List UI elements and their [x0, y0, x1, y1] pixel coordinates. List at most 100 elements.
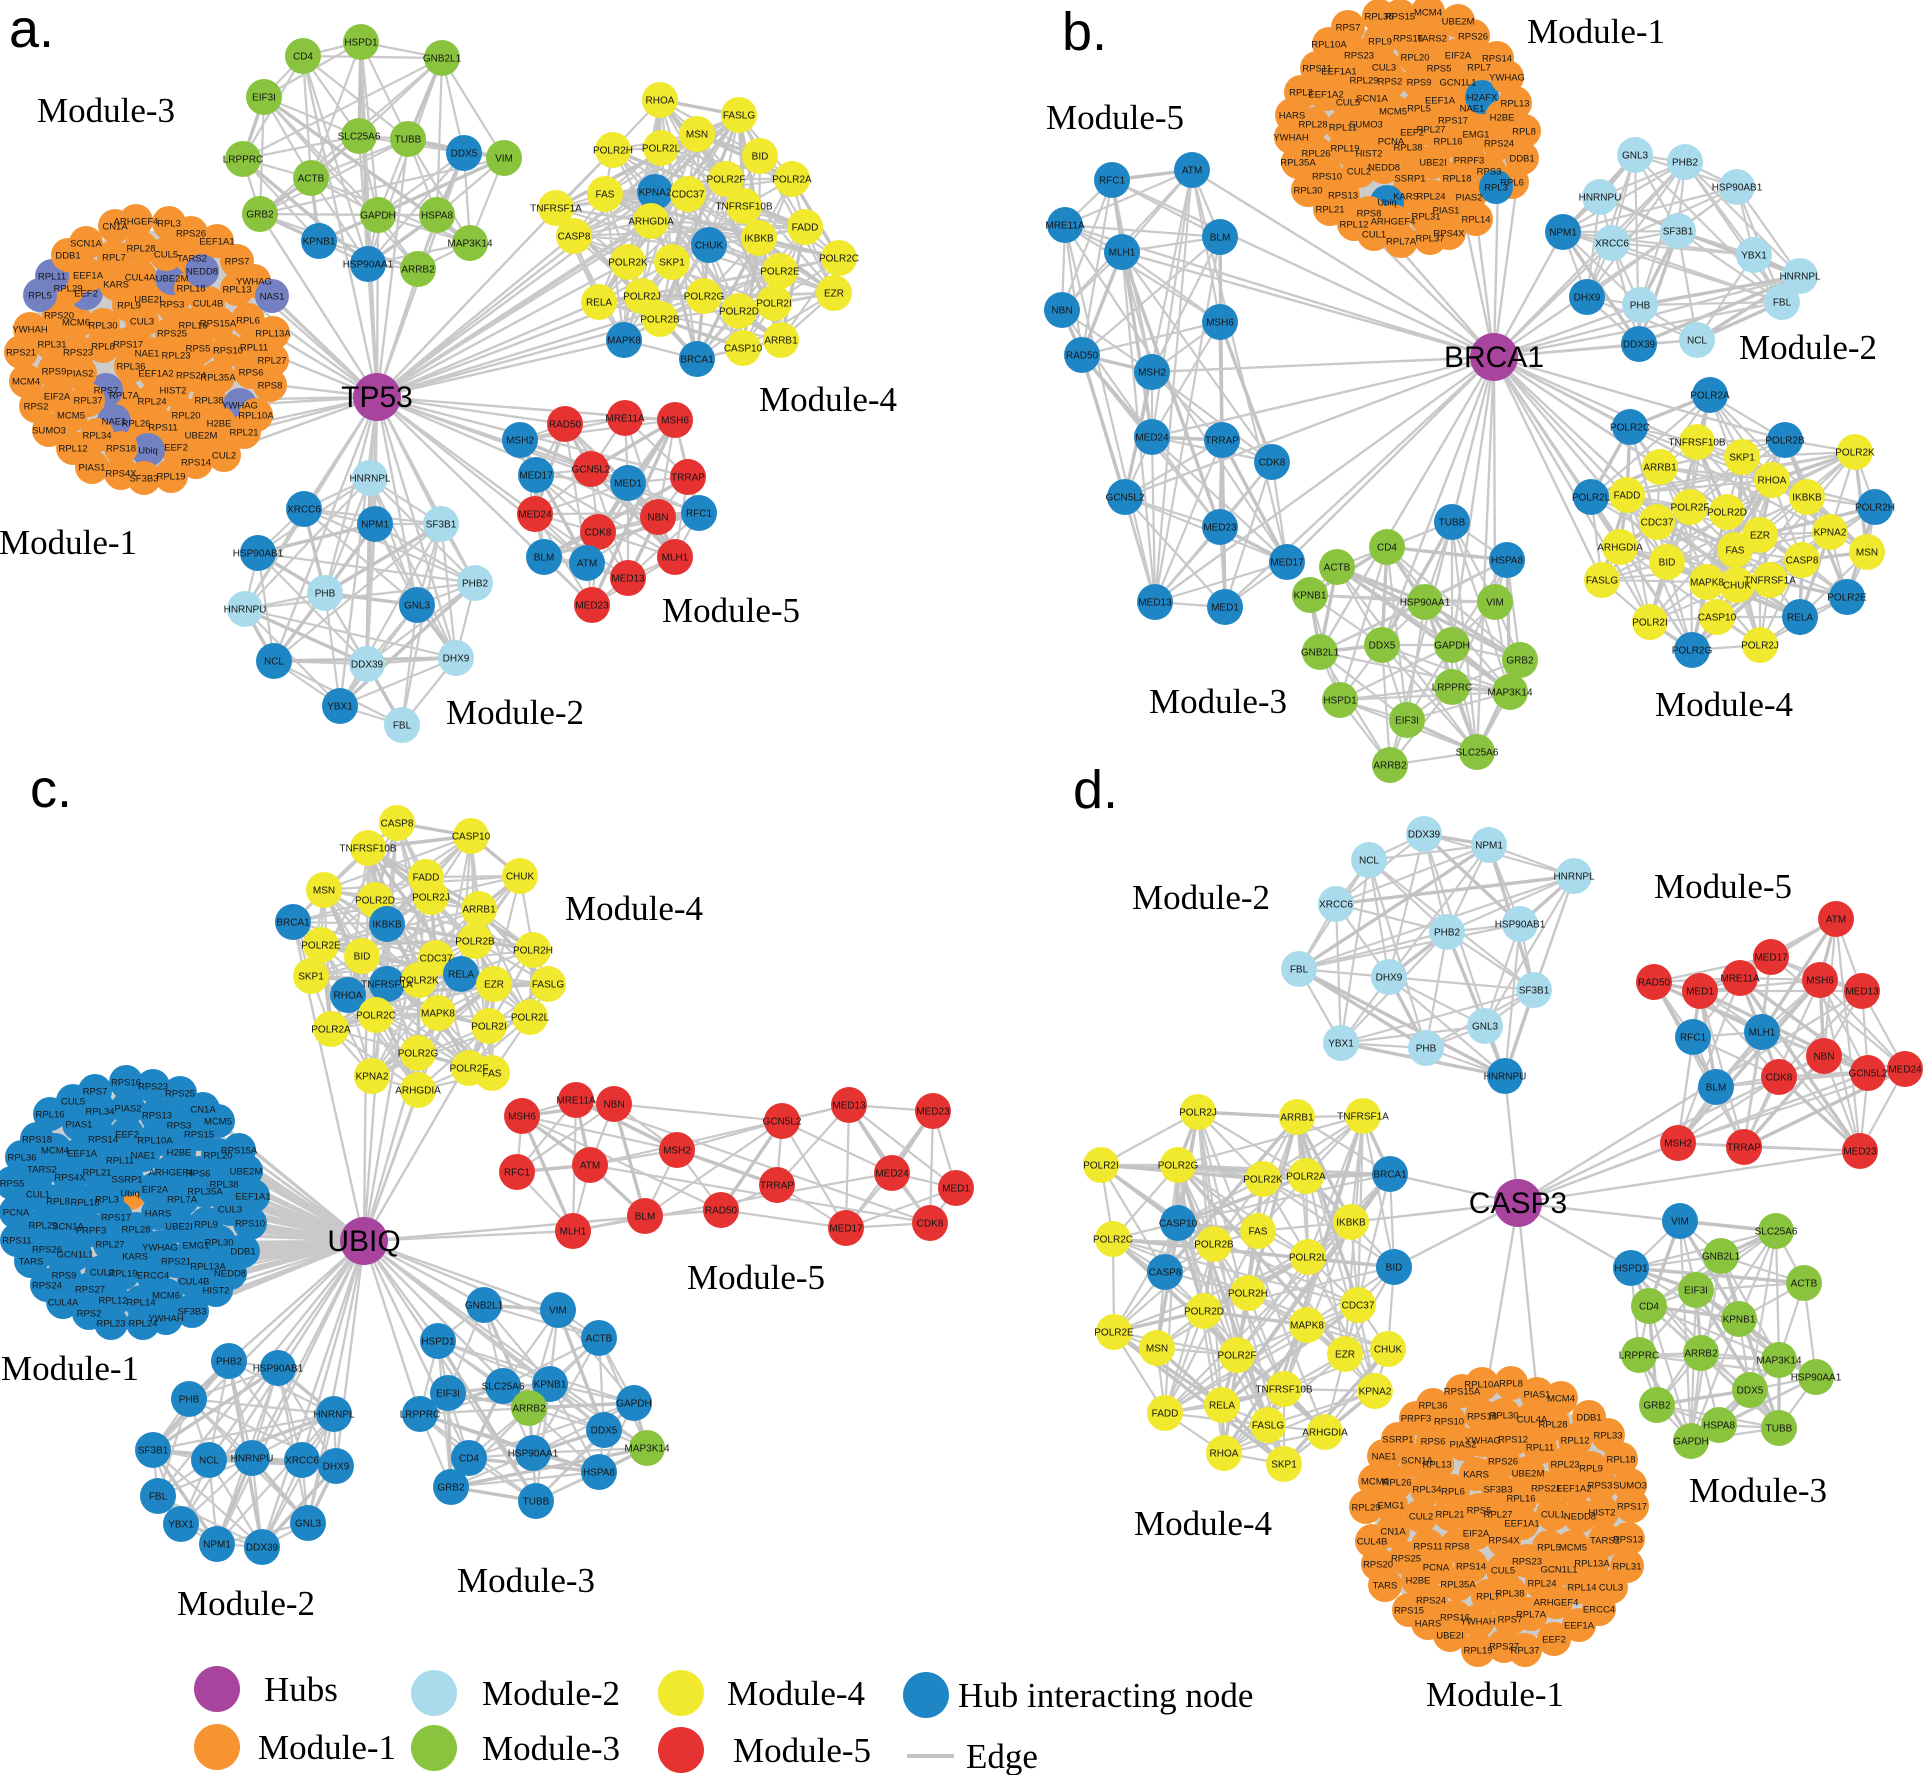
svg-text:IKBKB: IKBKB: [744, 234, 774, 245]
svg-text:POLR2K: POLR2K: [608, 258, 648, 269]
svg-text:RPL13A: RPL13A: [190, 1262, 226, 1273]
svg-text:RPL12: RPL12: [98, 1296, 127, 1307]
svg-text:ATM: ATM: [1826, 915, 1846, 926]
svg-text:RPL7A: RPL7A: [109, 391, 140, 402]
svg-text:GCN5L2: GCN5L2: [1849, 1069, 1888, 1080]
svg-text:CN1A: CN1A: [1380, 1527, 1406, 1538]
svg-text:POLR2E: POLR2E: [760, 267, 800, 278]
svg-text:IKBKB: IKBKB: [1336, 1218, 1366, 1229]
svg-text:UBE2I: UBE2I: [134, 295, 161, 306]
svg-text:RPL6: RPL6: [236, 316, 260, 327]
svg-text:Hub interacting node: Hub interacting node: [958, 1676, 1253, 1715]
svg-text:ATM: ATM: [1182, 166, 1202, 177]
svg-text:UBE2M: UBE2M: [185, 431, 218, 442]
svg-text:TUBB: TUBB: [523, 1497, 550, 1508]
svg-text:MSN: MSN: [313, 886, 335, 897]
svg-text:RPS8: RPS8: [1357, 209, 1382, 220]
svg-text:YBX1: YBX1: [1328, 1039, 1354, 1050]
svg-text:MRE11A: MRE11A: [1720, 974, 1760, 985]
svg-text:RPL8: RPL8: [1499, 1379, 1523, 1390]
svg-text:UBIQ: UBIQ: [327, 1225, 400, 1258]
svg-text:RPL18: RPL18: [70, 1198, 99, 1209]
svg-text:RPL16: RPL16: [35, 1110, 64, 1121]
svg-text:YWHAG: YWHAG: [1465, 1436, 1501, 1447]
svg-text:H2BE: H2BE: [1490, 113, 1515, 124]
svg-text:MLH1: MLH1: [1749, 1028, 1776, 1039]
svg-text:EEF1A: EEF1A: [73, 271, 104, 282]
svg-text:YWHAH: YWHAH: [1273, 133, 1309, 144]
svg-text:CUL5: CUL5: [1336, 98, 1360, 109]
svg-text:GRB2: GRB2: [246, 210, 274, 221]
svg-text:MED23: MED23: [916, 1107, 950, 1118]
svg-text:MCM4: MCM4: [1414, 8, 1442, 19]
svg-text:LRPPRC: LRPPRC: [1619, 1351, 1660, 1362]
svg-text:RPS13: RPS13: [142, 1111, 172, 1122]
svg-text:POLR2I: POLR2I: [1083, 1161, 1119, 1172]
svg-text:ATM: ATM: [580, 1161, 600, 1172]
svg-text:ARHGEF4: ARHGEF4: [1371, 217, 1416, 228]
svg-text:RPL6: RPL6: [1441, 1487, 1465, 1498]
svg-text:CUL3: CUL3: [1599, 1583, 1623, 1594]
svg-text:FBL: FBL: [149, 1492, 168, 1503]
svg-text:c.: c.: [30, 759, 72, 819]
svg-text:RFC1: RFC1: [504, 1168, 531, 1179]
svg-text:RPL30: RPL30: [88, 321, 117, 332]
svg-text:RPS17: RPS17: [113, 340, 143, 351]
svg-text:RPS2: RPS2: [77, 1309, 102, 1320]
svg-text:RPS20: RPS20: [44, 311, 74, 322]
svg-text:RPL27: RPL27: [257, 356, 286, 367]
svg-text:MED13: MED13: [1845, 987, 1879, 998]
svg-text:BLM: BLM: [534, 553, 555, 564]
svg-text:MLH1: MLH1: [662, 553, 689, 564]
svg-text:POLR2A: POLR2A: [1690, 391, 1730, 402]
svg-text:SF3B1: SF3B1: [426, 520, 457, 531]
svg-text:NBN: NBN: [603, 1100, 624, 1111]
svg-text:CUL4A: CUL4A: [1517, 1415, 1548, 1426]
svg-text:RPS4X: RPS4X: [54, 1173, 86, 1184]
svg-text:SSRP1: SSRP1: [1382, 1435, 1413, 1446]
svg-text:CD4: CD4: [459, 1454, 479, 1465]
svg-text:RELA: RELA: [1209, 1401, 1235, 1412]
svg-text:HIST2: HIST2: [1356, 149, 1383, 160]
svg-text:FASLG: FASLG: [532, 980, 564, 991]
svg-text:SUMO3: SUMO3: [1349, 120, 1383, 131]
svg-text:RPS23: RPS23: [63, 348, 93, 359]
svg-text:HSP90AA1: HSP90AA1: [343, 260, 394, 271]
svg-text:a.: a.: [9, 0, 54, 59]
svg-text:RPL18: RPL18: [1442, 174, 1471, 185]
svg-text:POLR2F: POLR2F: [450, 1064, 489, 1075]
svg-text:GRB2: GRB2: [1506, 656, 1534, 667]
svg-text:RPL37: RPL37: [73, 396, 102, 407]
svg-text:NAE1: NAE1: [135, 349, 160, 360]
svg-text:KPNA2: KPNA2: [1359, 1387, 1392, 1398]
svg-text:KPNB1: KPNB1: [303, 237, 336, 248]
svg-text:RPL5: RPL5: [1407, 104, 1431, 115]
svg-text:RAD50: RAD50: [705, 1206, 738, 1217]
svg-text:RPL16: RPL16: [178, 321, 207, 332]
svg-text:Module-5: Module-5: [687, 1258, 825, 1297]
svg-text:MED24: MED24: [518, 510, 552, 521]
svg-text:RAD50: RAD50: [1066, 351, 1099, 362]
svg-text:RPS7: RPS7: [1498, 1615, 1523, 1626]
svg-text:MED13: MED13: [832, 1101, 866, 1112]
svg-text:POLR2L: POLR2L: [1289, 1253, 1328, 1264]
svg-text:MSN: MSN: [1146, 1344, 1168, 1355]
svg-text:HARS: HARS: [145, 1209, 171, 1220]
svg-text:BRCA1: BRCA1: [1444, 341, 1544, 374]
svg-text:RPS7: RPS7: [94, 386, 119, 397]
svg-text:MSH6: MSH6: [508, 1112, 536, 1123]
svg-text:PHB: PHB: [1416, 1044, 1437, 1055]
svg-text:KPNB1: KPNB1: [1723, 1315, 1756, 1326]
svg-text:CDK8: CDK8: [917, 1219, 944, 1230]
svg-text:POLR2K: POLR2K: [399, 976, 439, 987]
svg-text:RPL13: RPL13: [222, 285, 251, 296]
svg-text:RPL7A: RPL7A: [167, 1195, 198, 1206]
svg-text:ERCC4: ERCC4: [137, 1271, 169, 1282]
svg-text:IKBKB: IKBKB: [372, 920, 402, 931]
svg-text:POLR2B: POLR2B: [455, 937, 495, 948]
svg-text:RPL36: RPL36: [7, 1153, 36, 1164]
svg-text:DDB1: DDB1: [1509, 154, 1534, 165]
svg-text:HNRNPU: HNRNPU: [1484, 1072, 1527, 1083]
svg-text:POLR2F: POLR2F: [1218, 1351, 1257, 1362]
svg-text:DHX9: DHX9: [1376, 973, 1403, 984]
